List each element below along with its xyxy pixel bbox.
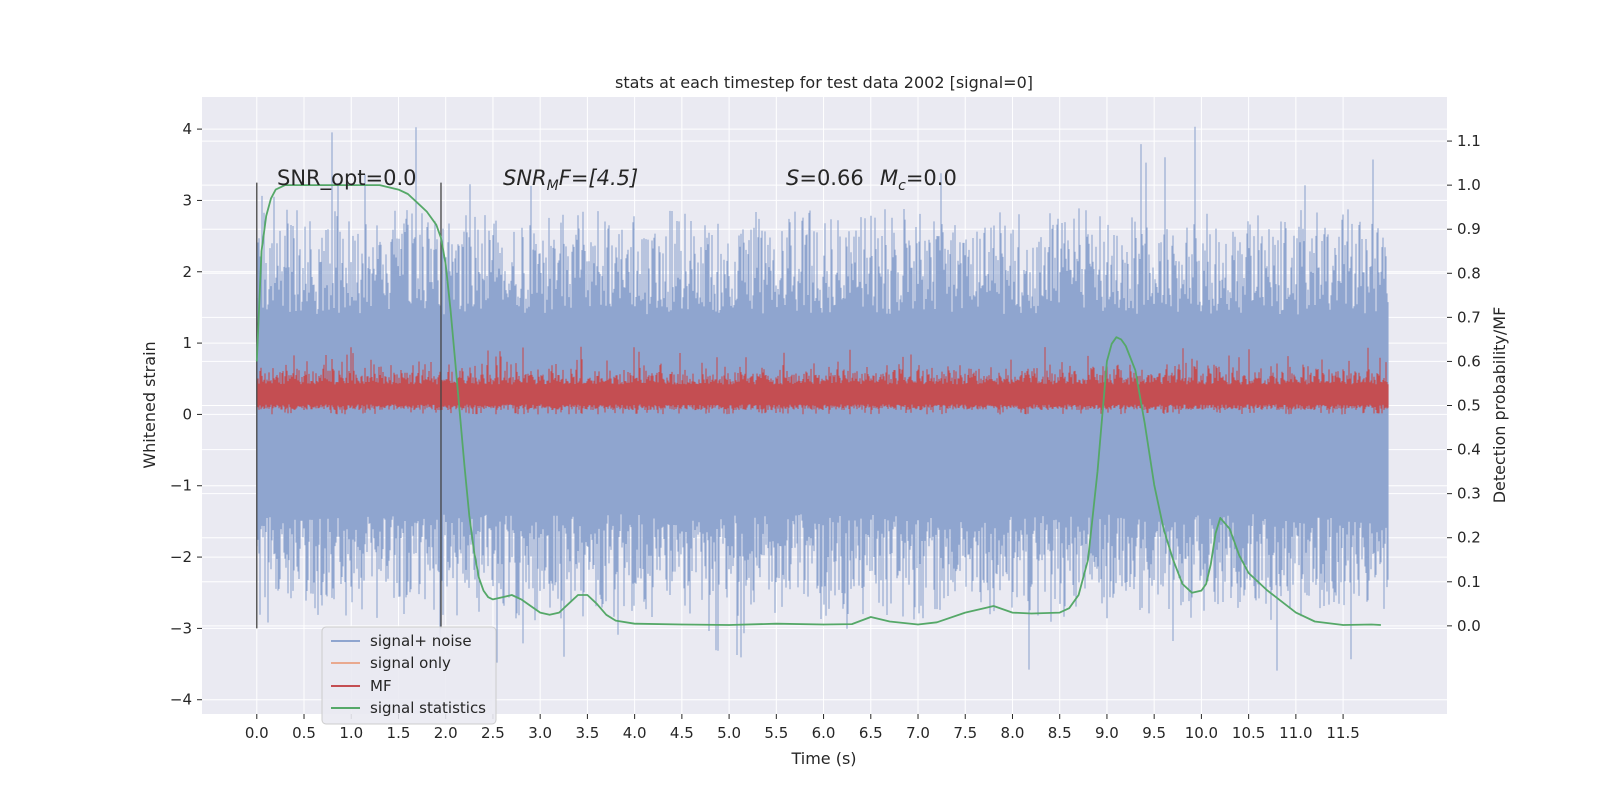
y-right-axis-ticks: 0.0 0.1 0.2 0.3 0.4 0.5 0.6 0.7 0.8 0.9 1.0 1.1 — [1447, 132, 1481, 635]
y-axis-label: Whitened strain — [140, 341, 159, 468]
annotation-mc-value: =0.0 — [906, 166, 957, 190]
signal-statistics-layer — [255, 184, 1381, 626]
x-axis-ticks: 0.0 0.5 1.0 1.5 2.0 2.5 3.0 3.5 4.0 4.5 5.0 5.5 6.0 6… — [245, 714, 1360, 742]
legend-label-mf: MF — [370, 677, 392, 695]
x-tick-label-20: 10.0 — [1185, 724, 1218, 742]
y-right-tick-label-0: 0.0 — [1457, 617, 1481, 635]
x-tick-label-19: 9.5 — [1142, 724, 1166, 742]
y-tick-label-2: −2 — [170, 548, 192, 566]
y-axis-ticks: −4 −3 −2 −1 0 1 2 3 4 — [170, 120, 202, 709]
signal-statistics-line — [255, 184, 1381, 626]
x-tick-label-17: 8.5 — [1048, 724, 1072, 742]
x-tick-label-2: 1.0 — [339, 724, 363, 742]
annotation-mc-symbol: M — [880, 166, 898, 190]
y-tick-label-8: 4 — [182, 120, 192, 138]
x-tick-label-23: 11.5 — [1326, 724, 1359, 742]
x-axis-label: Time (s) — [790, 749, 856, 768]
x-tick-label-1: 0.5 — [292, 724, 316, 742]
x-tick-label-0: 0.0 — [245, 724, 269, 742]
y-tick-label-0: −4 — [170, 691, 192, 709]
x-tick-label-3: 1.5 — [387, 724, 411, 742]
y-right-tick-label-10: 1.0 — [1457, 176, 1481, 194]
chart-title: stats at each timestep for test data 200… — [615, 73, 1033, 92]
y-tick-label-1: −3 — [170, 619, 192, 637]
x-tick-label-6: 3.0 — [528, 724, 552, 742]
x-tick-label-21: 10.5 — [1232, 724, 1265, 742]
x-tick-label-13: 6.5 — [859, 724, 883, 742]
legend-label-signal-only: signal only — [370, 654, 451, 672]
annotation-s-symbol: S — [786, 166, 799, 190]
annotation-s-value: =0.66 — [799, 166, 863, 190]
y-right-tick-label-3: 0.3 — [1457, 485, 1481, 503]
legend-label-signal-noise: signal+ noise — [370, 632, 472, 650]
y-tick-label-7: 3 — [182, 191, 192, 209]
x-tick-label-8: 4.0 — [623, 724, 647, 742]
x-tick-label-5: 2.5 — [481, 724, 505, 742]
x-tick-label-16: 8.0 — [1001, 724, 1025, 742]
y-tick-label-6: 2 — [182, 263, 192, 281]
y-right-tick-label-8: 0.8 — [1457, 264, 1481, 282]
y-right-tick-label-1: 0.1 — [1457, 573, 1481, 591]
x-tick-label-12: 6.0 — [812, 724, 836, 742]
x-tick-label-15: 7.5 — [953, 724, 977, 742]
x-tick-label-9: 4.5 — [670, 724, 694, 742]
x-tick-label-22: 11.0 — [1279, 724, 1312, 742]
y-right-tick-label-9: 0.9 — [1457, 220, 1481, 238]
y-right-axis-label: Detection probability/MF — [1490, 307, 1509, 504]
annotation-mc: Mc=0.0 — [880, 166, 957, 194]
y-right-tick-label-6: 0.6 — [1457, 352, 1481, 370]
y-tick-label-5: 1 — [182, 334, 192, 352]
y-right-tick-label-4: 0.4 — [1457, 441, 1481, 459]
y-tick-label-4: 0 — [182, 405, 192, 423]
y-tick-label-3: −1 — [170, 477, 192, 495]
annotation-s: S=0.66 — [786, 166, 864, 190]
y-right-tick-label-2: 0.2 — [1457, 529, 1481, 547]
legend: signal+ noise signal only MF signal stat… — [321, 626, 497, 725]
x-tick-label-14: 7.0 — [906, 724, 930, 742]
x-tick-label-4: 2.0 — [434, 724, 458, 742]
annotation-mc-subscript: c — [898, 178, 906, 194]
x-tick-label-7: 3.5 — [575, 724, 599, 742]
annotation-snr-mf-value: F=[4.5] — [559, 166, 638, 190]
vertical-marker-layer — [256, 182, 442, 629]
annotation-snr-mf: SNRMF=[4.5] — [503, 166, 638, 194]
y-right-tick-label-7: 0.7 — [1457, 308, 1481, 326]
x-tick-label-10: 5.0 — [717, 724, 741, 742]
y-right-tick-label-5: 0.5 — [1457, 397, 1481, 415]
legend-box — [321, 626, 497, 725]
legend-label-signal-statistics: signal statistics — [370, 699, 486, 717]
x-tick-label-11: 5.5 — [764, 724, 788, 742]
x-tick-label-18: 9.0 — [1095, 724, 1119, 742]
y-right-tick-label-11: 1.1 — [1457, 132, 1481, 150]
annotation-snr-opt: SNR_opt=0.0 — [277, 166, 417, 191]
annotation-snr-mf-symbol: SNR — [503, 166, 547, 190]
annotation-snr-mf-subscript: M — [547, 178, 559, 194]
